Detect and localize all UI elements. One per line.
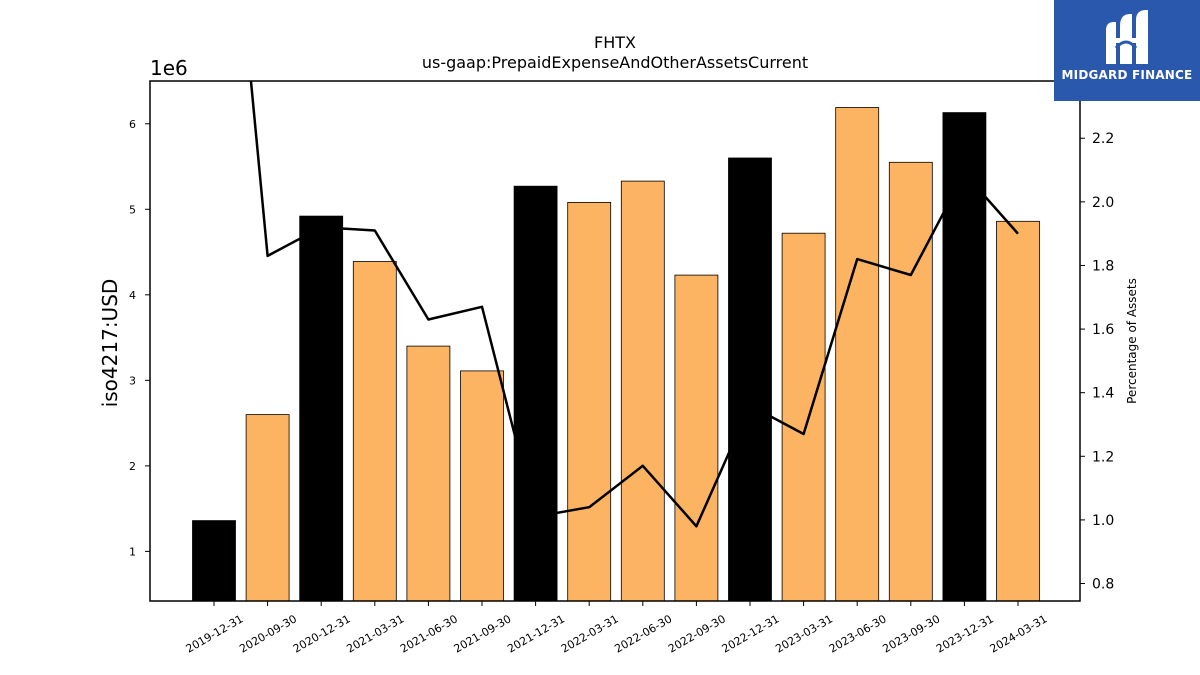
x-tick-label: 2022-09-30 xyxy=(666,612,728,655)
y2-tick-label: 0.8 xyxy=(1092,577,1114,593)
y2-tick-label: 1.6 xyxy=(1092,322,1114,338)
y2-axis-label: Percentage of Assets xyxy=(1125,278,1139,404)
bar-2023-09-30 xyxy=(888,161,933,602)
bar-2021-09-30 xyxy=(460,370,504,602)
x-tick-label: 2023-06-30 xyxy=(827,612,889,655)
y2-ticks-group: 0.8 1.0 1.2 1.4 1.6 1.8 2.0 2.2 xyxy=(1080,131,1114,593)
x-tick-label: 2024-03-31 xyxy=(988,612,1050,655)
plot-frame xyxy=(149,80,1081,602)
x-ticks-group: 2019-12-312020-09-302020-12-312021-03-31… xyxy=(184,601,1050,656)
bar-2019-12-31 xyxy=(192,520,236,602)
bar-2021-06-30 xyxy=(406,345,451,602)
percentage-line xyxy=(249,81,1019,528)
line-group xyxy=(249,81,1019,528)
y-ticks-group: 1 2 3 4 5 6 xyxy=(129,118,150,558)
bar-2021-03-31 xyxy=(352,261,397,602)
x-tick-label: 2021-09-30 xyxy=(452,612,514,655)
y2-tick-label: 1.8 xyxy=(1092,258,1114,274)
x-tick-label: 2023-03-31 xyxy=(773,612,835,655)
y2-tick-label: 2.2 xyxy=(1092,131,1114,147)
bar-2023-12-31 xyxy=(942,112,987,602)
y2-tick-label: 2.0 xyxy=(1092,195,1114,211)
y-axis-label: iso4217:USD xyxy=(98,279,122,408)
x-tick-label: 2023-12-31 xyxy=(934,612,996,655)
x-tick-label: 2022-03-31 xyxy=(559,612,621,655)
x-tick-label: 2022-06-30 xyxy=(612,612,674,655)
x-tick-label: 2021-06-30 xyxy=(398,612,460,655)
x-tick-label: 2020-09-30 xyxy=(237,612,299,655)
bar-2022-09-30 xyxy=(674,274,719,602)
y-tick-label: 1 xyxy=(129,545,136,558)
bar-2020-09-30 xyxy=(245,414,290,602)
y2-tick-label: 1.0 xyxy=(1092,513,1114,529)
x-tick-label: 2021-12-31 xyxy=(505,612,567,655)
bar-2022-12-31 xyxy=(728,157,772,602)
bar-2023-03-31 xyxy=(781,232,826,602)
bar-2021-12-31 xyxy=(513,185,558,602)
y-tick-label: 6 xyxy=(129,118,136,131)
brand-logo: MIDGARD FINANCE xyxy=(1054,0,1200,101)
x-tick-label: 2020-12-31 xyxy=(291,612,353,655)
chart-subtitle: us-gaap:PrepaidExpenseAndOtherAssetsCurr… xyxy=(422,53,808,72)
bar-2022-06-30 xyxy=(620,180,665,602)
y-tick-label: 4 xyxy=(129,289,136,302)
bar-2022-03-31 xyxy=(567,201,612,602)
bar-2023-06-30 xyxy=(835,107,880,602)
bar-2020-12-31 xyxy=(299,215,344,602)
y2-tick-label: 1.2 xyxy=(1092,449,1114,465)
x-tick-label: 2021-03-31 xyxy=(344,612,406,655)
x-tick-label: 2022-12-31 xyxy=(720,612,782,655)
x-tick-label: 2019-12-31 xyxy=(184,612,246,655)
bar-2024-03-31 xyxy=(996,220,1040,602)
x-tick-label: 2023-09-30 xyxy=(880,612,942,655)
bars-group xyxy=(192,107,1040,602)
logo-text: MIDGARD FINANCE xyxy=(1061,68,1193,82)
chart-title: FHTX xyxy=(594,33,636,52)
y2-tick-label: 1.4 xyxy=(1092,386,1114,402)
y-offset-label: 1e6 xyxy=(150,56,188,80)
y-tick-label: 3 xyxy=(129,374,136,387)
midgard-logo-icon xyxy=(1106,10,1148,64)
y-tick-label: 2 xyxy=(129,460,136,473)
y-tick-label: 5 xyxy=(129,203,136,216)
